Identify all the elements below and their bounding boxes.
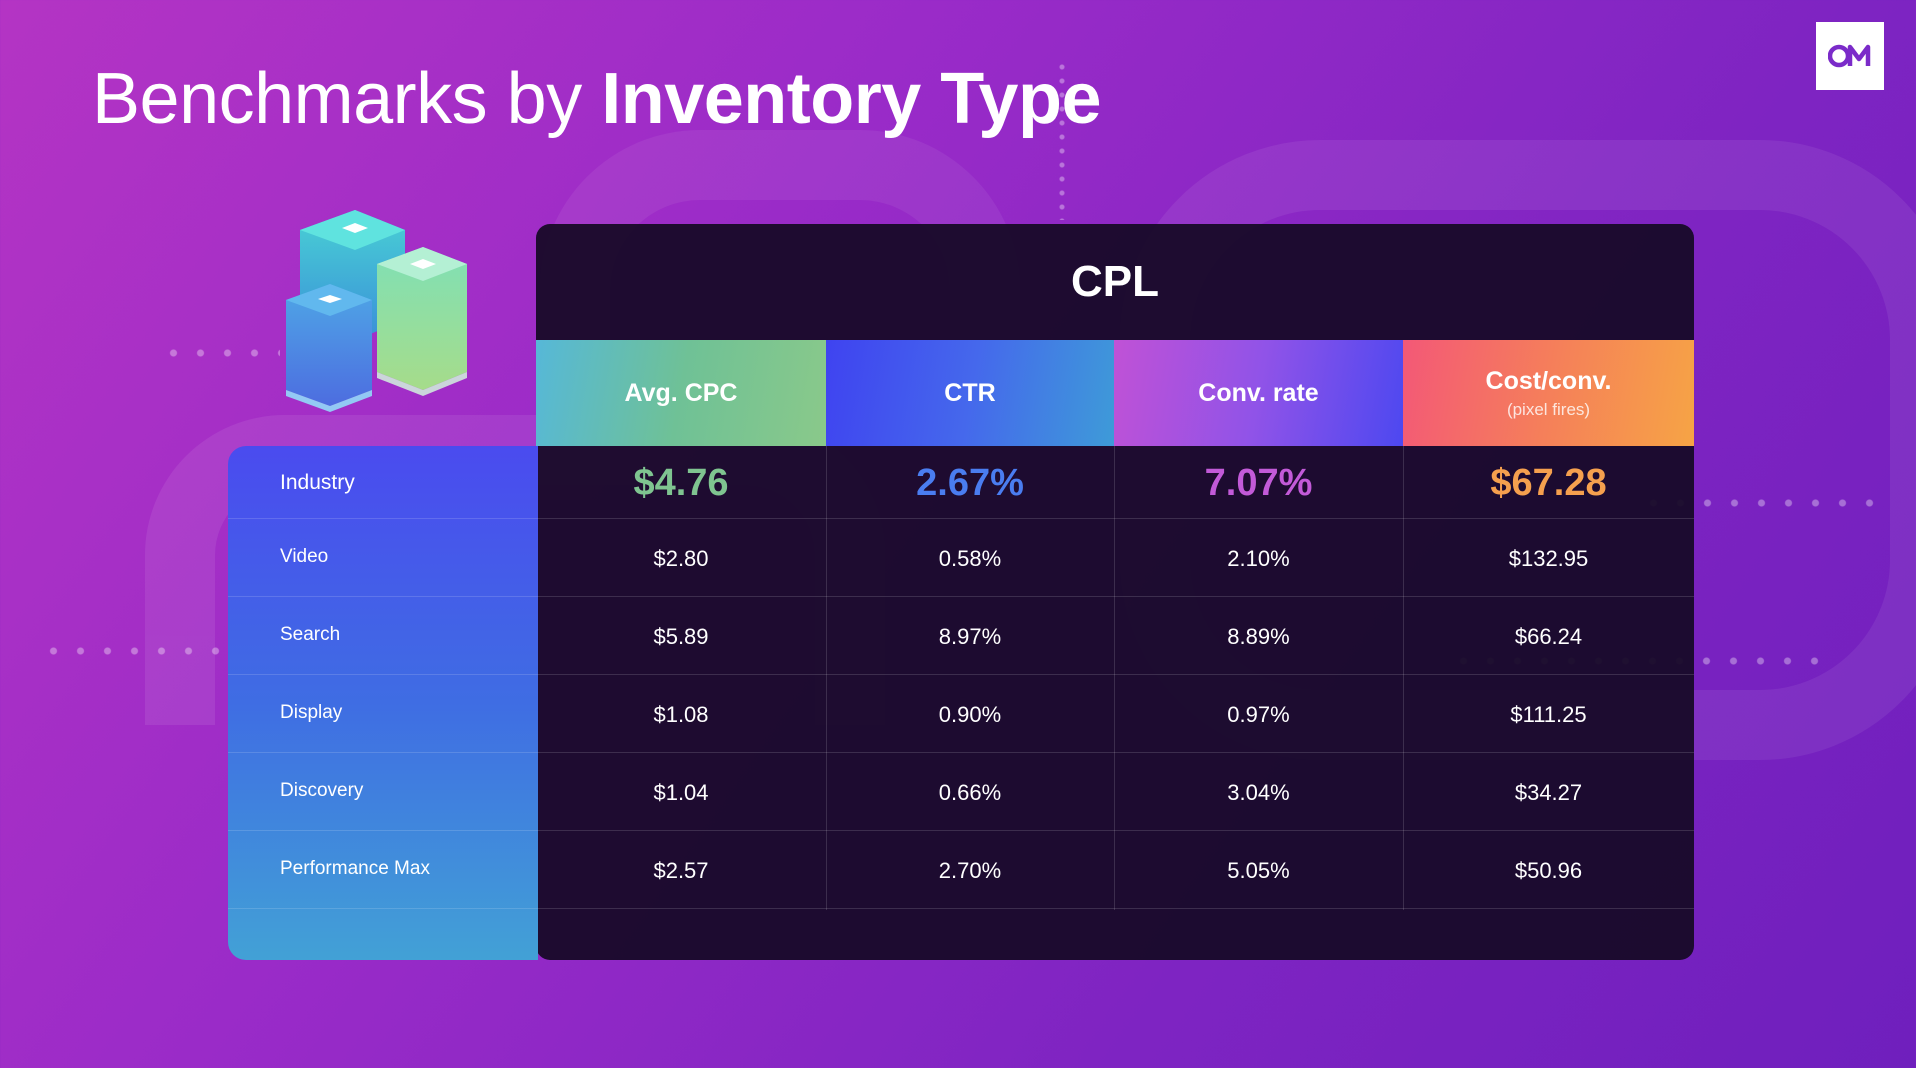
table-cell: 2.70% [938,858,1002,883]
row-divider [228,752,1694,753]
row-label-industry: Industry [280,471,355,494]
table-cell: 0.66% [938,780,1002,805]
server-blocks-illustration [286,210,467,412]
bg-dots-left [40,646,220,656]
group-header: CPL [1071,257,1159,306]
table-cell: $5.89 [653,624,709,649]
table-cell: 0.97% [1227,702,1290,727]
table-cell: $1.04 [653,780,709,805]
table-cell: $50.96 [1514,858,1583,883]
table-cell: 2.10% [1227,546,1290,571]
table-cell: 0.58% [938,546,1002,571]
table-cell: $1.08 [653,702,709,727]
title-bold: Inventory Type [601,59,1101,139]
column-header-label: CTR [944,378,996,407]
column-divider [826,446,827,910]
column-header-sublabel: (pixel fires) [1506,399,1591,419]
industry-avg-cpc: $4.76 [633,461,729,504]
table-cell: 3.04% [1227,780,1290,805]
table-cell: $2.57 [653,858,709,883]
row-label-column [228,446,538,960]
table-cell: 0.90% [938,702,1002,727]
table-cell: $132.95 [1508,546,1589,571]
column-divider [1403,446,1404,910]
row-label-video: Video [280,546,329,567]
table-cell: 5.05% [1227,858,1290,883]
row-divider [228,674,1694,675]
industry-cost-conv: $67.28 [1490,461,1607,504]
om-logo-icon [1828,44,1871,68]
table-cell: 8.89% [1227,624,1290,649]
column-header-label: Avg. CPC [624,378,738,407]
row-divider [228,830,1694,831]
column-header-label: Conv. rate [1198,378,1319,407]
bg-dots-vertical [1059,60,1065,220]
table-cell: $111.25 [1510,702,1587,727]
bg-dots-mid [160,348,280,358]
row-label-display: Display [280,702,343,723]
table-cell: $2.80 [653,546,709,571]
bg-dots-right [1640,498,1880,508]
title-light: Benchmarks by [92,59,582,139]
row-label-search: Search [280,624,341,645]
column-header-avg-cpc: Avg. CPC [536,340,826,446]
column-header-conv-rate: Conv. rate [1114,340,1403,446]
table-cell: $34.27 [1514,780,1583,805]
row-divider [228,596,1694,597]
row-label-discovery: Discovery [280,780,364,801]
row-divider [228,908,1694,909]
brand-logo [1816,22,1884,90]
table-cell: $66.24 [1514,624,1583,649]
industry-ctr: 2.67% [916,461,1024,504]
column-header-label: Cost/conv. [1485,366,1612,395]
row-label-performance-max: Performance Max [280,858,430,879]
column-divider [1114,446,1115,910]
table-cell: 8.97% [938,624,1002,649]
row-divider [228,518,1694,519]
column-header-ctr: CTR [826,340,1114,446]
industry-conv-rate: 7.07% [1204,461,1313,504]
page-title: Benchmarks by Inventory Type [92,58,1101,140]
column-header-cost-conv: Cost/conv. (pixel fires) [1403,340,1694,446]
